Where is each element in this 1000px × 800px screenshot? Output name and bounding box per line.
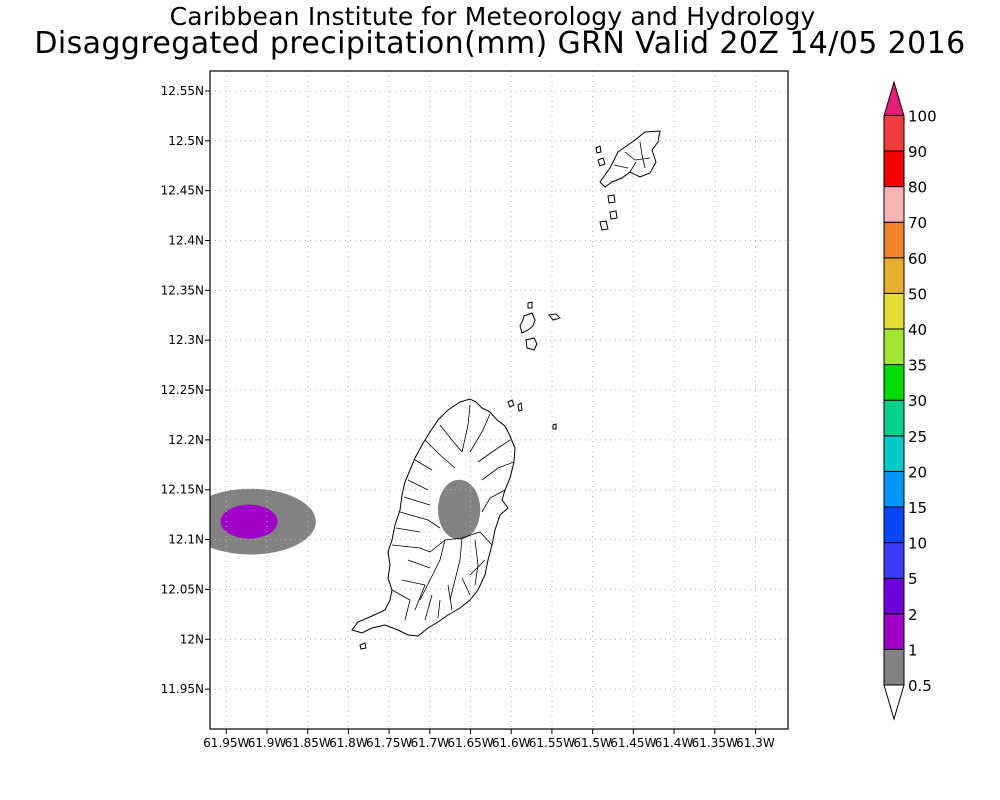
islet bbox=[599, 220, 609, 231]
carriacou-island bbox=[599, 130, 661, 188]
islet bbox=[517, 402, 523, 412]
legend-label: 100 bbox=[908, 107, 937, 125]
precip-area-0.5-1 bbox=[437, 479, 481, 540]
grenada-island bbox=[351, 398, 516, 637]
lon-tick-label: 61.95W bbox=[203, 736, 249, 750]
lon-tick-label: 61.3W bbox=[736, 736, 775, 750]
legend-label: 10 bbox=[908, 535, 927, 553]
lat-tick-label: 12.1N bbox=[168, 533, 204, 547]
lat-lon-grid bbox=[210, 71, 788, 729]
land-outlines bbox=[351, 130, 661, 650]
legend-swatch bbox=[883, 114, 905, 152]
map-frame bbox=[209, 70, 789, 730]
legend-swatch bbox=[883, 542, 905, 579]
legend-label: 90 bbox=[908, 143, 927, 161]
interior-boundaries bbox=[391, 404, 515, 621]
legend-swatch bbox=[883, 257, 905, 294]
legend-arrow-bottom bbox=[883, 684, 905, 721]
legend-label: 1 bbox=[908, 641, 918, 659]
legend-arrow-top bbox=[883, 80, 905, 117]
lon-tick-label: 61.45W bbox=[610, 736, 656, 750]
lat-tick-label: 12.25N bbox=[161, 383, 204, 397]
islet bbox=[507, 399, 515, 408]
legend-label: 50 bbox=[908, 285, 927, 303]
islet bbox=[597, 157, 606, 167]
lat-tick-label: 12.55N bbox=[161, 84, 204, 98]
lat-tick-label: 12.2N bbox=[168, 433, 204, 447]
legend-swatch bbox=[883, 221, 905, 259]
lon-tick-label: 61.8W bbox=[329, 736, 368, 750]
lon-tick-label: 61.65W bbox=[447, 736, 493, 750]
legend-swatch bbox=[883, 506, 905, 544]
legend-swatch bbox=[883, 328, 905, 366]
legend-swatch bbox=[883, 435, 905, 472]
lon-tick-label: 61.85W bbox=[285, 736, 331, 750]
precip-area-1-2 bbox=[220, 504, 278, 539]
map-subtitle: Disaggregated precipitation(mm) GRN Vali… bbox=[34, 26, 966, 61]
lat-tick-label: 12N bbox=[180, 632, 204, 646]
legend-swatch bbox=[883, 613, 905, 650]
legend-label: 60 bbox=[908, 250, 927, 268]
islet bbox=[548, 313, 561, 321]
lat-tick-label: 11.95N bbox=[161, 682, 204, 696]
legend-swatch bbox=[883, 364, 905, 401]
legend-label: 25 bbox=[908, 428, 927, 446]
lon-tick-label: 61.55W bbox=[529, 736, 575, 750]
lat-tick-label: 12.05N bbox=[161, 582, 204, 596]
legend-label: 0.5 bbox=[908, 677, 932, 695]
map-title: Caribbean Institute for Meteorology and … bbox=[169, 2, 816, 31]
legend-swatch bbox=[883, 186, 905, 223]
islet bbox=[607, 194, 616, 204]
lon-tick-label: 61.9W bbox=[248, 736, 287, 750]
lat-tick-label: 12.15N bbox=[161, 483, 204, 497]
legend-label: 5 bbox=[908, 570, 918, 588]
legend-swatch bbox=[883, 577, 905, 615]
lat-tick-label: 12.5N bbox=[168, 134, 204, 148]
legend-label: 2 bbox=[908, 606, 918, 624]
islet bbox=[552, 423, 557, 430]
islet bbox=[525, 337, 538, 351]
lon-tick-label: 61.6W bbox=[492, 736, 531, 750]
legend-label: 30 bbox=[908, 392, 927, 410]
lat-tick-label: 12.3N bbox=[168, 333, 204, 347]
islet bbox=[359, 642, 367, 650]
legend-swatch bbox=[883, 292, 905, 330]
lon-tick-label: 61.5W bbox=[573, 736, 612, 750]
legend-label: 70 bbox=[908, 214, 927, 232]
legend-label: 40 bbox=[908, 321, 927, 339]
legend-label: 15 bbox=[908, 499, 927, 517]
legend-swatch bbox=[883, 399, 905, 437]
latitude-axis: 12.55N 12.5N 12.45N 12.4N 12.35N 12.3N 12.25N 1… bbox=[161, 84, 210, 696]
legend-swatch bbox=[883, 648, 905, 686]
islet bbox=[609, 210, 618, 220]
islet bbox=[595, 145, 602, 154]
legend-label: 35 bbox=[908, 357, 927, 375]
legend-swatch bbox=[883, 470, 905, 508]
lat-tick-label: 12.4N bbox=[168, 233, 204, 247]
islet bbox=[527, 301, 533, 309]
lon-tick-label: 61.35W bbox=[692, 736, 738, 750]
islet bbox=[519, 312, 536, 334]
legend-label: 80 bbox=[908, 179, 927, 197]
legend-label: 20 bbox=[908, 463, 927, 481]
precipitation-layer bbox=[210, 479, 481, 555]
lon-tick-label: 61.75W bbox=[366, 736, 412, 750]
legend-swatch bbox=[883, 150, 905, 188]
interior-boundaries bbox=[613, 141, 651, 173]
lat-tick-label: 12.35N bbox=[161, 283, 204, 297]
longitude-axis: 61.95W61.9W61.85W61.8W61.75W61.7W61.65W6… bbox=[203, 729, 775, 750]
lon-tick-label: 61.7W bbox=[411, 736, 450, 750]
lat-tick-label: 12.45N bbox=[161, 184, 204, 198]
lon-tick-label: 61.4W bbox=[655, 736, 694, 750]
